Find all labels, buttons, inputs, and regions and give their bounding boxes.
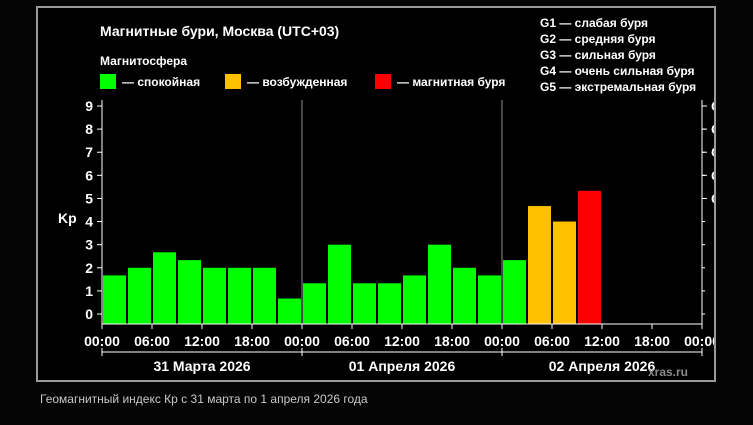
x-tick-label: 12:00 [584, 333, 620, 349]
x-tick-label: 00:00 [84, 333, 120, 349]
legend-calm-swatch [100, 74, 116, 89]
chart-title: Магнитные бури, Москва (UTC+03) [100, 23, 339, 39]
y-tick-label: 0 [85, 306, 93, 322]
kp-bar [378, 283, 401, 324]
y-tick-label: 9 [85, 98, 93, 114]
legend-excited-swatch [225, 74, 241, 89]
kp-bar [578, 190, 601, 324]
g-legend-g4: G4 — очень сильная буря [540, 64, 695, 78]
chart-caption: Геомагнитный индекс Кр с 31 марта по 1 а… [40, 392, 368, 406]
kp-bar [503, 260, 526, 324]
x-tick-label: 00:00 [484, 333, 520, 349]
kp-bar [153, 252, 176, 324]
g-legend-g5: G5 — экстремальная буря [540, 80, 696, 94]
plot-background [102, 100, 702, 324]
g-legend-g2: G2 — средняя буря [540, 32, 656, 46]
y-tick-label: 8 [85, 121, 93, 137]
g-tick-label: G5 [711, 98, 714, 114]
y-tick-label: 1 [85, 283, 93, 299]
kp-chart: Магнитные бури, Москва (UTC+03) Магнитос… [58, 16, 714, 379]
kp-bar [453, 267, 476, 324]
kp-bar [178, 260, 201, 324]
kp-bar [403, 275, 426, 324]
x-tick-label: 06:00 [534, 333, 570, 349]
y-tick-label: 3 [85, 237, 93, 253]
g-tick-label: G1 [711, 190, 714, 206]
x-tick-label: 12:00 [384, 333, 420, 349]
x-tick-label: 06:00 [134, 333, 170, 349]
legend-storm: — магнитная буря [375, 74, 505, 89]
legend-excited-label: — возбужденная [247, 75, 347, 89]
kp-bar [353, 283, 376, 324]
x-tick-label: 18:00 [434, 333, 470, 349]
x-tick-label: 06:00 [334, 333, 370, 349]
chart-frame: Магнитные бури, Москва (UTC+03) Магнитос… [36, 6, 716, 382]
x-tick-label: 18:00 [234, 333, 270, 349]
legend-excited: — возбужденная [225, 74, 347, 89]
x-tick-label: 00:00 [284, 333, 320, 349]
x-tick-label: 18:00 [634, 333, 670, 349]
g-legend-g3: G3 — сильная буря [540, 48, 656, 62]
g-legend: G1 — слабая буря G2 — средняя буря G3 — … [540, 16, 696, 94]
kp-bar [553, 221, 576, 324]
x-tick-label: 00:00 [684, 333, 714, 349]
g-tick-label: G2 [711, 167, 714, 183]
legend-calm-label: — спокойная [122, 75, 200, 89]
g-tick-label: G3 [711, 144, 714, 160]
kp-bar [478, 275, 501, 324]
kp-bar [128, 267, 151, 324]
day-label: 31 Марта 2026 [153, 358, 250, 374]
y-tick-label: 4 [85, 214, 93, 230]
kp-bar [228, 267, 251, 324]
kp-bar [253, 267, 276, 324]
y-tick-label: 7 [85, 144, 93, 160]
watermark: xras.ru [648, 365, 688, 379]
g-legend-g1: G1 — слабая буря [540, 16, 648, 30]
plot-area: 0 1 2 3 4 5 6 7 8 9 G1 G2 G3 G4 G5 00:00 06:00 12:00 18:00… [84, 98, 714, 374]
y-axis-label: Kp [58, 210, 77, 226]
day-label: 01 Апреля 2026 [349, 358, 456, 374]
g-tick-label: G4 [711, 121, 714, 137]
kp-bar [203, 267, 226, 324]
kp-bar [278, 298, 301, 324]
legend-calm: — спокойная [100, 74, 200, 89]
legend-storm-label: — магнитная буря [397, 75, 505, 89]
kp-bar [328, 244, 351, 324]
y-tick-label: 6 [85, 167, 93, 183]
kp-bar [103, 275, 126, 324]
kp-bar [303, 283, 326, 324]
x-tick-label: 12:00 [184, 333, 220, 349]
day-label: 02 Апреля 2026 [549, 358, 656, 374]
y-tick-label: 5 [85, 190, 93, 206]
kp-bar [428, 244, 451, 324]
legend-storm-swatch [375, 74, 391, 89]
kp-bar [528, 206, 551, 324]
y-tick-label: 2 [85, 260, 93, 276]
legend-heading: Магнитосфера [100, 54, 187, 68]
